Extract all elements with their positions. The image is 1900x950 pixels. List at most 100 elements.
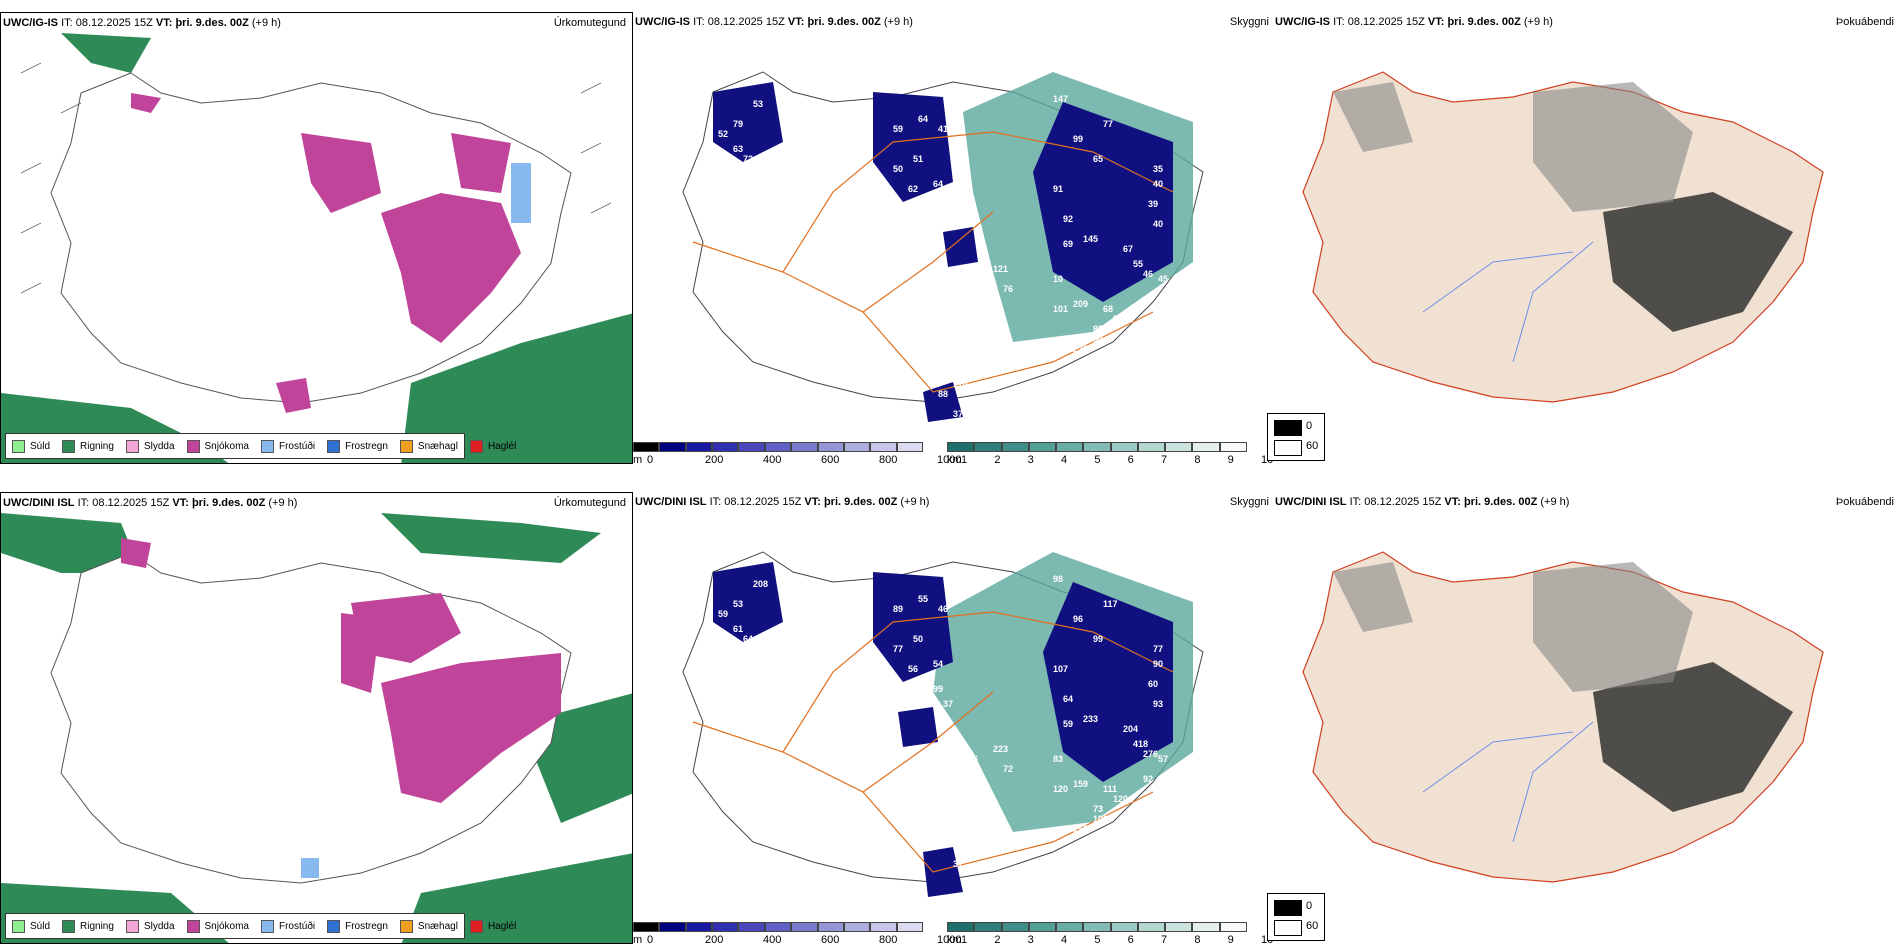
lead-time: (+9 h) <box>1523 16 1553 28</box>
fog-legend-swatch-0 <box>1274 420 1302 436</box>
visibility-value: 155 <box>1073 824 1088 834</box>
visibility-value: 111 <box>1103 784 1117 794</box>
legend-label: Frostúði <box>278 920 316 932</box>
fog-title: Þokuábendi <box>1835 16 1894 28</box>
visibility-value: 76 <box>1003 284 1013 294</box>
colorbar-tick: 800 <box>879 934 898 944</box>
legend-label: Haglél <box>487 440 517 452</box>
low-vis-nw <box>713 82 783 162</box>
legend-label: Haglél <box>487 920 517 932</box>
visibility-value: 233 <box>1083 714 1098 724</box>
colorbar-segment <box>738 442 765 452</box>
fog-grey-north <box>1533 562 1693 692</box>
colorbar-segment <box>1219 442 1247 452</box>
vt-value: þri. 9.des. 00Z <box>175 17 249 29</box>
colorbar-tick: 400 <box>763 454 782 464</box>
header-row2-vis: UWC/DINI ISL IT: 08.12.2025 15Z VT: þri.… <box>635 496 929 508</box>
legend-item-súld: Súld <box>12 439 51 453</box>
colorbar-segment <box>1056 922 1084 932</box>
fog-legend-value-0: 0 <box>1306 420 1313 432</box>
colorbar-segment <box>896 442 923 452</box>
colorbar-tick: 600 <box>821 454 840 464</box>
wind-barbs <box>20 62 612 294</box>
visibility-value: 101 <box>1053 304 1068 314</box>
legend-label: Súld <box>30 440 51 452</box>
legend-swatch <box>186 439 200 453</box>
colorbar-segment <box>974 442 1002 452</box>
model-name: UWC/IG-IS <box>635 16 690 28</box>
visibility-value: 99 <box>933 684 943 694</box>
precip-legend-row2: Súld Rigning Slydda Snjókoma Frostúði Frostre… <box>5 913 516 939</box>
lead-time: (+9 h) <box>251 17 281 29</box>
colorbar-tick: 8 <box>1194 454 1201 464</box>
visibility-value: 53 <box>733 599 743 609</box>
colorbar-tick: 1000 <box>937 934 962 944</box>
visibility-value: 92 <box>1063 214 1073 224</box>
colorbar-tick: 0 <box>647 454 654 464</box>
snow-area-east <box>381 653 561 803</box>
header-row2-precip: UWC/DINI ISL IT: 08.12.2025 15Z VT: þri.… <box>3 497 297 509</box>
elevation-colorbar-row1: m 0 200 400 600 800 1000 <box>633 442 961 464</box>
fog-map-row2 <box>1302 551 1824 883</box>
legend-item-frostúði: Frostúði <box>260 439 315 453</box>
it-value: 08.12.2025 15Z <box>707 16 785 28</box>
colorbar-segment <box>896 922 923 932</box>
legend-item-frostúði: Frostúði <box>260 919 316 933</box>
visibility-value: 208 <box>753 579 768 589</box>
vt-label: VT: <box>804 496 821 508</box>
low-vis-nw <box>713 562 783 642</box>
visibility-value: 136 <box>963 754 978 764</box>
colorbar-tick: 800 <box>879 454 898 464</box>
visibility-value: 59 <box>893 124 903 134</box>
colorbar-segment <box>633 922 660 932</box>
visibility-value: 77 <box>1153 644 1163 654</box>
visibility-value: 46 <box>1143 269 1153 279</box>
legend-label: Frostregn <box>345 920 388 932</box>
visibility-value: 83 <box>1053 754 1063 764</box>
visibility-value: 41 <box>938 124 948 134</box>
colorbar-tick: 2 <box>994 934 1001 944</box>
colorbar-segment <box>817 922 844 932</box>
legend-swatch <box>399 919 413 933</box>
visibility-value: 223 <box>993 744 1008 754</box>
legend-label: Slydda <box>143 440 175 452</box>
header-row1-fog: UWC/IG-IS IT: 08.12.2025 15Z VT: þri. 9.… <box>1275 16 1553 28</box>
fog-legend-value-60: 60 <box>1306 920 1319 932</box>
visibility-value: 60 <box>1148 679 1158 689</box>
colorbar-tick: 8 <box>1194 934 1201 944</box>
low-vis-north <box>873 572 953 682</box>
colorbar-segment <box>1028 922 1057 932</box>
colorbar-segment <box>764 922 792 932</box>
visibility-value: 73 <box>1093 804 1103 814</box>
colorbar-segment <box>1219 922 1247 932</box>
legend-swatch <box>469 439 483 453</box>
legend-swatch <box>62 919 76 933</box>
fog-dark-east <box>1593 662 1793 812</box>
rivers <box>1422 721 1594 843</box>
colorbar-segment <box>843 442 871 452</box>
precip-title: Úrkomutegund <box>553 497 626 509</box>
header-row1-precip: UWC/IG-IS IT: 08.12.2025 15Z VT: þri. 9.… <box>3 17 281 29</box>
visibility-value: 62 <box>908 184 918 194</box>
legend-item-slydda: Slydda <box>125 919 175 933</box>
colorbar-tick: 3 <box>1027 454 1034 464</box>
colorbar-segment <box>685 442 713 452</box>
visibility-value: 40 <box>1153 219 1163 229</box>
fog-grey-north <box>1533 82 1693 212</box>
colorbar-tick: 2 <box>994 454 1001 464</box>
lead-time: (+9 h) <box>883 16 913 28</box>
legend-swatch <box>12 439 25 453</box>
fog-panel-row1: UWC/IG-IS IT: 08.12.2025 15Z VT: þri. 9.… <box>1273 12 1900 464</box>
model-name: UWC/IG-IS <box>1275 16 1330 28</box>
visibility-value: 159 <box>1073 779 1088 789</box>
visibility-value: 67 <box>1123 244 1133 254</box>
visibility-value: 145 <box>1083 234 1098 244</box>
visibility-value: 37 <box>953 409 963 419</box>
it-label: IT: <box>77 497 90 509</box>
colorbar-tick: 200 <box>705 934 724 944</box>
visibility-value: 56 <box>908 664 918 674</box>
visibility-value: 50 <box>893 164 903 174</box>
low-vis-center <box>943 227 978 267</box>
